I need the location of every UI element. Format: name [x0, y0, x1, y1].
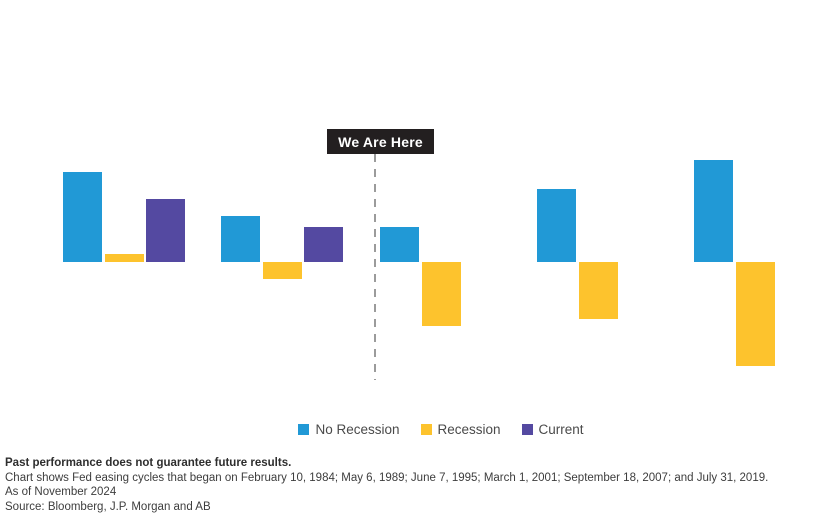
as-of-date: As of November 2024 — [5, 486, 117, 498]
current-swatch-icon — [521, 424, 533, 435]
legend-item-no-recession: No Recession — [298, 422, 400, 437]
bar-no-recession — [63, 172, 102, 262]
legend-label-no-recession: No Recession — [315, 422, 400, 437]
we-are-here-label: We Are Here — [327, 129, 434, 154]
legend-label-recession: Recession — [437, 422, 501, 437]
legend-label-current: Current — [538, 422, 584, 437]
legend-item-recession: Recession — [420, 422, 501, 437]
we-are-here-divider-line — [374, 154, 376, 380]
chart-description-text: Chart shows Fed easing cycles that began… — [5, 471, 769, 484]
source-text: Source: Bloomberg, J.P. Morgan and AB — [5, 500, 211, 513]
bar-no-recession — [380, 227, 419, 262]
bar-no-recession — [694, 160, 733, 262]
bar-current — [304, 227, 343, 262]
bar-current — [146, 199, 185, 262]
bar-recession — [262, 262, 302, 279]
legend-item-current: Current — [521, 422, 584, 437]
we-are-here-text: We Are Here — [338, 133, 423, 150]
bar-no-recession — [221, 216, 260, 262]
no-recession-swatch-icon — [298, 424, 310, 435]
bar-recession — [735, 262, 775, 366]
bar-recession — [578, 262, 618, 319]
bar-chart — [63, 160, 775, 366]
bar-recession — [104, 254, 144, 262]
footnotes: Past performance does not guarantee futu… — [5, 456, 835, 514]
disclaimer-text: Past performance does not guarantee futu… — [5, 457, 292, 469]
recession-swatch-icon — [420, 424, 432, 435]
legend: No Recession Recession Current — [21, 422, 840, 437]
bar-recession — [421, 262, 461, 326]
bar-no-recession — [537, 189, 576, 262]
